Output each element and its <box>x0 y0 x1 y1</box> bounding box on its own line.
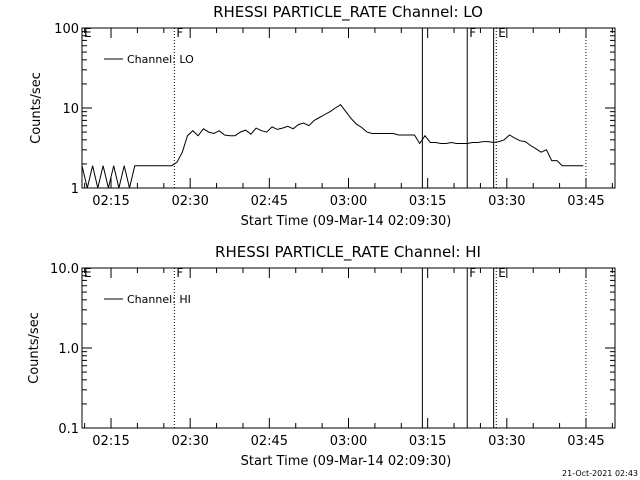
lo-x-tick-label: 02:15 <box>92 194 129 209</box>
hi-event-marker-label: E <box>84 266 92 280</box>
hi-y-tick-label: 0.1 <box>58 422 79 437</box>
hi-legend: Channel: HI <box>104 293 191 306</box>
lo-series-line <box>81 104 584 189</box>
hi-y-axis-label: Counts/sec <box>27 312 42 384</box>
timestamp: 21-Oct-2021 02:43 <box>562 469 638 478</box>
hi-legend-label: Channel: HI <box>127 293 191 306</box>
lo-event-marker-label: E <box>84 26 92 40</box>
lo-x-tick-label: 03:00 <box>330 194 367 209</box>
hi-x-tick-label: 03:45 <box>567 434 604 449</box>
hi-event-marker-label: F <box>469 266 476 280</box>
hi-x-axis-label: Start Time (09-Mar-14 02:09:30) <box>241 454 452 469</box>
lo-channel-panel: RHESSI PARTICLE_RATE Channel: LO Counts/… <box>29 3 616 229</box>
hi-plot-frame <box>81 267 616 429</box>
lo-event-marker-label: E <box>498 26 506 40</box>
hi-x-tick-label: 02:30 <box>171 434 208 449</box>
lo-event-marker-label: F <box>469 26 476 40</box>
lo-legend: Channel: LO <box>104 53 194 66</box>
lo-y-tick-label: 100 <box>54 22 79 37</box>
lo-x-tick-label: 03:45 <box>567 194 604 209</box>
lo-event-marker-label: F <box>176 26 183 40</box>
hi-x-tick-label: 03:30 <box>488 434 525 449</box>
lo-legend-label: Channel: LO <box>127 53 194 66</box>
hi-channel-panel: RHESSI PARTICLE_RATE Channel: HI Counts/… <box>27 243 616 469</box>
hi-chart-title: RHESSI PARTICLE_RATE Channel: HI <box>215 243 481 262</box>
hi-y-tick-label: 10.0 <box>50 262 79 277</box>
hi-x-tick-label: 03:00 <box>330 434 367 449</box>
hi-x-tick-label: 02:45 <box>251 434 288 449</box>
hi-event-marker-label: E <box>498 266 506 280</box>
lo-x-tick-label: 03:15 <box>409 194 446 209</box>
hi-y-tick-label: 1.0 <box>58 342 79 357</box>
hi-event-marker-label: F <box>176 266 183 280</box>
hi-x-tick-label: 03:15 <box>409 434 446 449</box>
lo-y-axis-label: Counts/sec <box>29 72 44 144</box>
lo-x-tick-label: 02:45 <box>251 194 288 209</box>
lo-plot-frame <box>81 27 616 189</box>
lo-y-tick-label: 10 <box>62 102 79 117</box>
lo-chart-title: RHESSI PARTICLE_RATE Channel: LO <box>213 3 483 22</box>
lo-x-tick-label: 02:30 <box>171 194 208 209</box>
lo-y-tick-label: 1 <box>71 182 79 197</box>
lo-x-axis-label: Start Time (09-Mar-14 02:09:30) <box>241 214 452 229</box>
lo-x-tick-label: 03:30 <box>488 194 525 209</box>
hi-x-tick-label: 02:15 <box>92 434 129 449</box>
